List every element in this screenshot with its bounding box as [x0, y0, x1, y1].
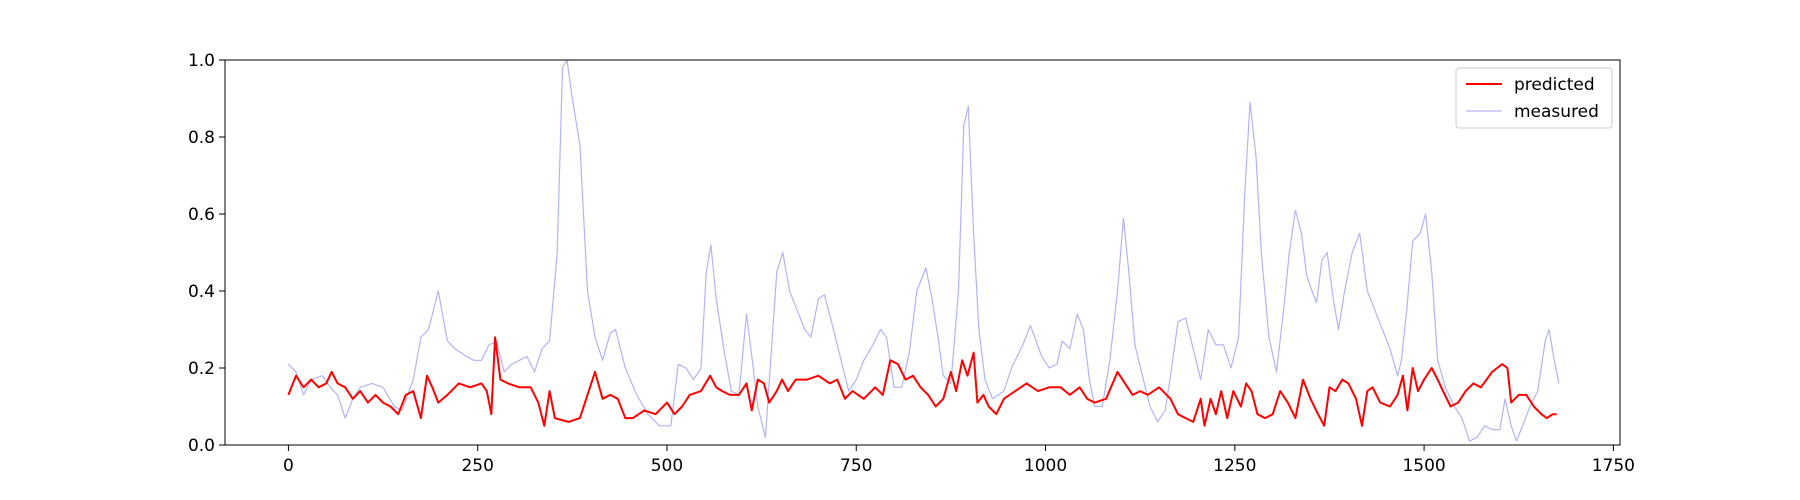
y-tick-label: 0.8	[188, 128, 215, 148]
legend: predicted measured	[1455, 67, 1613, 129]
y-tick-label: 1.0	[188, 51, 215, 71]
x-tick-label: 500	[651, 456, 683, 476]
y-axis: 0.0 0.2 0.4 0.6 0.8 1.0	[188, 51, 225, 456]
legend-label-predicted: predicted	[1514, 75, 1595, 95]
x-tick-label: 750	[840, 456, 872, 476]
x-tick-label: 1000	[1024, 456, 1067, 476]
x-tick-label: 1500	[1402, 456, 1445, 476]
y-tick-label: 0.4	[188, 282, 215, 302]
x-axis: 0 250 500 750 1000 1250 1500 1750	[283, 445, 1635, 476]
legend-label-measured: measured	[1514, 102, 1599, 122]
x-tick-label: 0	[283, 456, 294, 476]
series-layer	[287, 60, 1560, 442]
series-line-predicted	[287, 336, 1557, 427]
plot-frame	[224, 59, 1621, 446]
y-tick-label: 0.6	[188, 205, 215, 225]
x-tick-label: 250	[461, 456, 493, 476]
y-tick-label: 0.2	[188, 359, 215, 379]
series-line-measured	[287, 60, 1560, 442]
x-tick-label: 1250	[1213, 456, 1256, 476]
x-tick-label: 1750	[1592, 456, 1635, 476]
y-tick-label: 0.0	[188, 436, 215, 456]
